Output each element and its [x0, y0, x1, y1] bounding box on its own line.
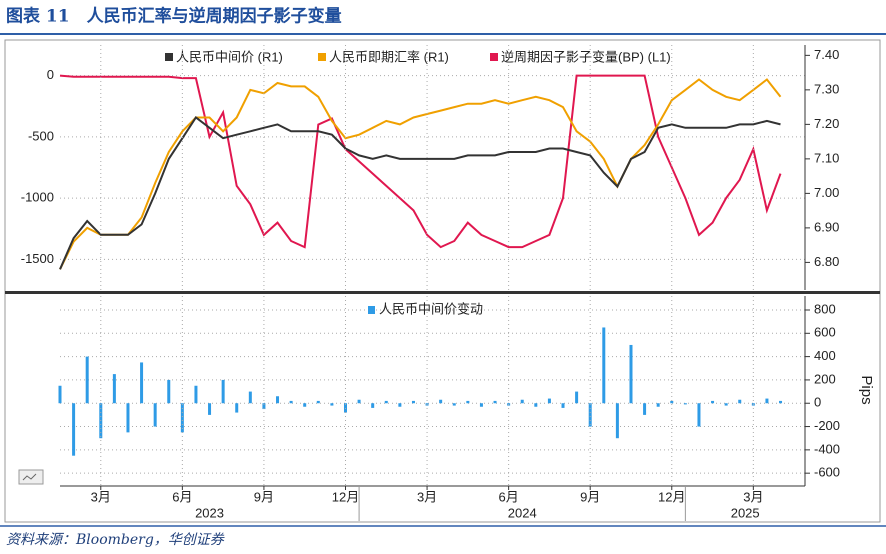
bar	[58, 385, 62, 404]
bar	[683, 403, 687, 405]
y2-tick-label: 7.00	[814, 185, 839, 200]
y2-tick-label: 7.10	[814, 150, 839, 165]
bar	[643, 403, 647, 415]
bar	[411, 400, 415, 404]
bar	[276, 396, 280, 404]
bar	[493, 400, 497, 404]
bar	[208, 403, 212, 415]
bar	[371, 403, 375, 408]
x-tick-label: 6月	[499, 489, 519, 504]
x-tick-label: 12月	[658, 489, 685, 504]
y-tick-label: 0	[47, 67, 54, 82]
y-tick-label: 0	[814, 395, 821, 410]
bar	[357, 399, 361, 404]
bar	[670, 400, 674, 404]
legend-swatch	[165, 53, 173, 61]
year-label: 2024	[508, 505, 537, 520]
legend-label: 人民币即期汇率 (R1)	[329, 49, 449, 64]
bar	[466, 400, 470, 404]
y-tick-label: -200	[814, 418, 840, 433]
y-tick-label: 600	[814, 325, 836, 340]
y-tick-label: 400	[814, 348, 836, 363]
bar	[330, 403, 334, 406]
y-tick-label: -500	[28, 128, 54, 143]
y-tick-label: 200	[814, 371, 836, 386]
y-tick-label: -1000	[21, 190, 54, 205]
y2-tick-label: 7.40	[814, 47, 839, 62]
bar	[167, 379, 171, 404]
y2-tick-label: 6.90	[814, 219, 839, 234]
bar	[398, 403, 402, 407]
bar	[248, 391, 252, 404]
bar	[180, 403, 184, 433]
bar	[588, 403, 592, 427]
bar	[262, 403, 266, 410]
bar	[126, 403, 130, 433]
bar	[779, 400, 783, 404]
bar	[534, 403, 538, 407]
source: 资料来源：Bloomberg，华创证券	[6, 532, 225, 548]
bar	[140, 362, 144, 404]
bar	[575, 391, 579, 404]
bar	[479, 403, 483, 407]
bar	[656, 403, 660, 407]
bar	[72, 403, 76, 456]
bar	[561, 403, 565, 408]
bar	[289, 400, 293, 404]
bar	[452, 403, 456, 406]
y-axis-label: Pips	[858, 375, 875, 404]
bar	[711, 400, 715, 404]
year-label: 2025	[731, 505, 760, 520]
bar	[602, 327, 606, 404]
bar	[343, 403, 347, 413]
legend-label: 人民币中间价 (R1)	[176, 49, 283, 64]
bar	[235, 403, 239, 413]
page-title: 图表 11 人民币汇率与逆周期因子影子变量	[6, 6, 342, 27]
chart-icon	[18, 469, 44, 485]
bar	[697, 403, 701, 427]
bar	[547, 398, 551, 404]
y2-tick-label: 7.30	[814, 81, 839, 96]
bar	[112, 374, 116, 404]
bar	[724, 403, 728, 406]
x-tick-label: 3月	[417, 489, 437, 504]
x-tick-label: 3月	[91, 489, 111, 504]
y-tick-label: -400	[814, 441, 840, 456]
chart-frame	[4, 39, 881, 523]
bar	[615, 403, 619, 439]
bar	[85, 356, 89, 404]
x-tick-label: 9月	[580, 489, 600, 504]
legend-label: 人民币中间价变动	[379, 301, 483, 316]
y2-tick-label: 7.20	[814, 116, 839, 131]
y-tick-label: -600	[814, 465, 840, 480]
bar	[194, 385, 198, 404]
line-series	[59, 78, 782, 270]
line-series	[59, 74, 782, 249]
x-tick-label: 3月	[743, 489, 763, 504]
y2-tick-label: 6.80	[814, 254, 839, 269]
bar	[153, 403, 157, 427]
legend-swatch	[490, 53, 498, 61]
bar	[303, 403, 307, 407]
y-tick-label: -1500	[21, 251, 54, 266]
bar	[439, 399, 443, 404]
line-series	[59, 116, 781, 270]
legend-swatch	[318, 53, 326, 61]
bar	[765, 398, 769, 404]
bar	[316, 400, 320, 404]
legend-swatch	[368, 306, 375, 314]
legend-label: 逆周期因子影子变量(BP) (L1)	[501, 49, 671, 64]
y-tick-label: 800	[814, 301, 836, 316]
year-label: 2023	[195, 505, 224, 520]
bar	[738, 399, 742, 404]
bar	[221, 379, 225, 404]
bar	[520, 399, 524, 404]
x-tick-label: 6月	[172, 489, 192, 504]
x-tick-label: 12月	[332, 489, 359, 504]
x-tick-label: 9月	[254, 489, 274, 504]
bar	[384, 400, 388, 404]
bar	[629, 344, 633, 404]
